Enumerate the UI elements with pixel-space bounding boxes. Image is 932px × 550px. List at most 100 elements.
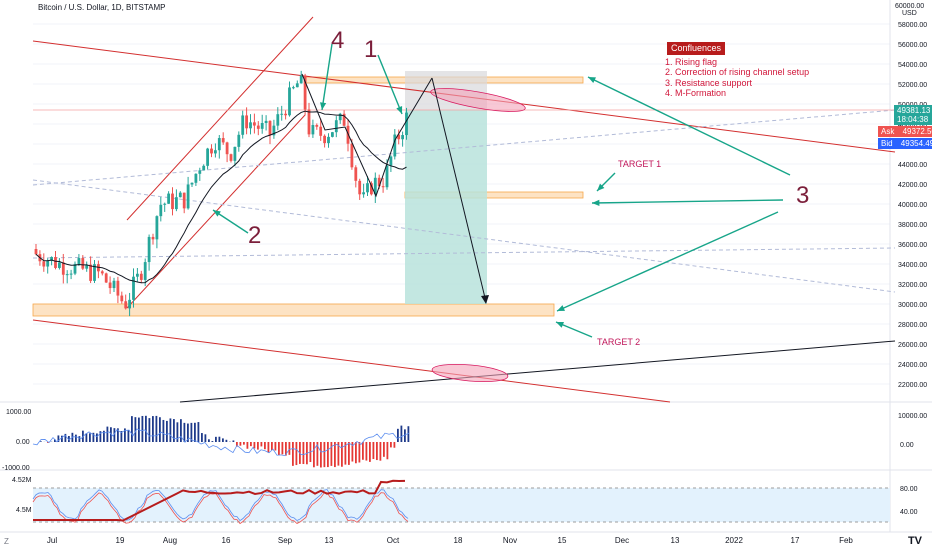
candle-body bbox=[124, 301, 128, 309]
x-tick-label: 17 bbox=[791, 536, 800, 545]
candle-body bbox=[401, 135, 404, 140]
x-tick-label: 13 bbox=[671, 536, 680, 545]
macd-bar bbox=[117, 428, 119, 442]
macd-bar bbox=[383, 442, 385, 457]
arrow-3-to-target2-head bbox=[557, 305, 565, 311]
macd-tick: -1000.00 bbox=[2, 465, 30, 472]
macd-bar bbox=[169, 418, 172, 442]
candle-body bbox=[323, 135, 326, 144]
y-axis-unit: USD bbox=[902, 10, 917, 17]
y-tick-label: 22000.00 bbox=[898, 382, 927, 389]
macd-bar bbox=[85, 433, 88, 442]
macd-bar bbox=[341, 442, 343, 467]
candle-body bbox=[280, 113, 284, 115]
macd-bar bbox=[232, 440, 235, 442]
candle-body bbox=[241, 115, 245, 135]
m-formation-zigzag bbox=[301, 73, 433, 198]
last-price: 49381.13 bbox=[897, 106, 931, 115]
candle-body bbox=[342, 113, 346, 126]
candle-body bbox=[237, 134, 241, 147]
annotation-1: 1 bbox=[364, 36, 377, 63]
macd-bar bbox=[204, 434, 207, 442]
x-tick-label: Nov bbox=[503, 536, 517, 545]
macd-bar bbox=[92, 432, 95, 442]
candle-body bbox=[81, 258, 85, 269]
candle-body bbox=[104, 273, 108, 283]
chart-title: Bitcoin / U.S. Dollar, 1D, BITSTAMP bbox=[38, 3, 166, 12]
macd-right-tick: 10000.00 bbox=[898, 413, 927, 420]
arrow-target2-head bbox=[556, 321, 564, 328]
macd-bar bbox=[274, 442, 277, 451]
confluence-item-3: 3. Resistance support bbox=[665, 77, 753, 88]
macd-bar bbox=[124, 428, 126, 442]
candle-body bbox=[385, 165, 389, 188]
candle-body bbox=[65, 274, 69, 276]
arrow-4-head bbox=[320, 102, 327, 110]
macd-bar bbox=[54, 439, 56, 442]
candle-body bbox=[136, 273, 139, 277]
take-profit-box bbox=[405, 110, 487, 304]
candle-body bbox=[93, 264, 96, 281]
arrow-1-head bbox=[396, 106, 403, 114]
volume-trend-line bbox=[33, 479, 406, 522]
macd-bar bbox=[369, 442, 371, 462]
stoch-right-tick: 40.00 bbox=[900, 509, 918, 516]
macd-right-tick: 0.00 bbox=[900, 442, 914, 449]
macd-bar bbox=[166, 420, 168, 442]
macd-bar bbox=[246, 442, 249, 449]
macd-bar bbox=[295, 442, 298, 466]
candle-body bbox=[89, 264, 92, 281]
macd-bar bbox=[243, 442, 245, 445]
macd-tick: 1000.00 bbox=[6, 409, 31, 416]
candle-body bbox=[61, 262, 65, 275]
candle-body bbox=[272, 125, 276, 136]
macd-bar bbox=[393, 442, 396, 448]
candle-body bbox=[362, 192, 365, 195]
x-tick-label: 15 bbox=[558, 536, 567, 545]
macd-bar bbox=[173, 419, 175, 442]
macd-bar bbox=[96, 433, 98, 442]
macd-bar bbox=[75, 434, 77, 442]
candle-body bbox=[190, 182, 194, 185]
candle-body bbox=[214, 150, 217, 154]
y-tick-label: 32000.00 bbox=[898, 282, 927, 289]
stoch-right-tick: 80.00 bbox=[900, 486, 918, 493]
candle-body bbox=[276, 114, 280, 126]
macd-bar bbox=[348, 442, 350, 465]
confluence-item-1: 1. Rising flag bbox=[665, 56, 718, 67]
candle-body bbox=[58, 262, 61, 268]
x-tick-label: Dec bbox=[615, 536, 629, 545]
macd-bar bbox=[183, 422, 186, 442]
macd-bar bbox=[141, 415, 144, 442]
arrow-3-to-target2 bbox=[556, 211, 779, 312]
macd-bar bbox=[362, 442, 364, 460]
macd-bar bbox=[253, 442, 256, 449]
candle-body bbox=[268, 120, 272, 136]
confluences-box: Confluences 1. Rising flag 2. Correction… bbox=[665, 42, 809, 99]
y-tick-label: 42000.00 bbox=[898, 182, 927, 189]
candle-body bbox=[334, 120, 338, 133]
candle-body bbox=[112, 280, 116, 289]
candle-body bbox=[85, 264, 89, 269]
macd-bar bbox=[148, 418, 151, 442]
arrow-4 bbox=[321, 43, 333, 111]
macd-bar bbox=[302, 442, 305, 465]
candle-body bbox=[253, 122, 256, 126]
macd-bar bbox=[103, 430, 105, 442]
candle-body bbox=[167, 193, 170, 204]
macd-bar bbox=[47, 442, 49, 443]
macd-histogram bbox=[40, 415, 410, 468]
macd-bar bbox=[225, 439, 228, 442]
last-price-badge: 49381.13 18:04:38 bbox=[894, 105, 932, 125]
x-tick-label: 19 bbox=[116, 536, 125, 545]
macd-bar bbox=[358, 442, 361, 463]
x-tick-label: Jul bbox=[47, 536, 57, 545]
projected-path-arrowhead bbox=[481, 295, 489, 304]
arrow-target1-head bbox=[597, 183, 605, 191]
y-tick-label: 38000.00 bbox=[898, 222, 927, 229]
macd-bar bbox=[145, 415, 147, 442]
macd-bar bbox=[120, 431, 123, 442]
macd-bar bbox=[131, 416, 133, 442]
candle-body bbox=[233, 146, 237, 161]
